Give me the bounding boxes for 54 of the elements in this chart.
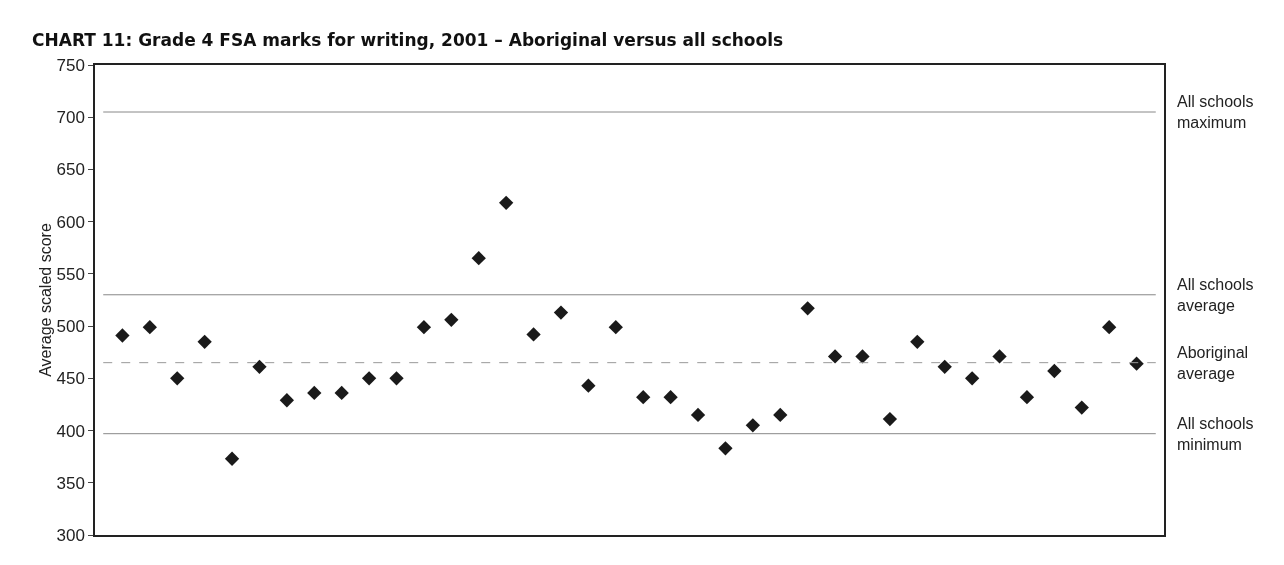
point — [307, 385, 322, 401]
point — [882, 411, 898, 427]
y-tick-label: 350 — [56, 473, 85, 493]
point — [389, 371, 404, 386]
ref-line-label: All schools minimum — [1177, 415, 1254, 453]
y-tick-label: 700 — [56, 108, 85, 128]
y-tick-label: 500 — [56, 317, 85, 337]
point — [252, 359, 267, 374]
point — [745, 418, 760, 433]
point — [581, 378, 596, 393]
point — [800, 301, 815, 316]
point — [663, 389, 678, 405]
point — [170, 371, 185, 386]
point — [444, 312, 459, 327]
y-tick-label: 550 — [56, 264, 85, 284]
point — [471, 251, 486, 266]
point — [142, 320, 157, 335]
y-tick-label: 450 — [56, 369, 85, 389]
y-tick-label: 750 — [56, 55, 85, 75]
point — [526, 327, 541, 342]
chart-title: CHART 11: Grade 4 FSA marks for writing, 2001 – Aboriginal versus all schools — [32, 29, 784, 50]
point — [827, 349, 843, 364]
point — [773, 407, 788, 423]
point — [992, 349, 1007, 364]
point — [910, 334, 925, 349]
point — [499, 195, 514, 211]
y-tick-label: 300 — [56, 525, 85, 545]
point — [855, 349, 870, 364]
y-tick-label: 650 — [56, 160, 85, 180]
point — [334, 385, 349, 401]
point — [690, 407, 706, 423]
ref-line-label: Aboriginal average — [1177, 344, 1249, 382]
point — [115, 328, 130, 343]
point — [416, 320, 432, 335]
point — [361, 371, 377, 386]
y-axis-title: Average scaled score — [37, 223, 55, 377]
ref-line-label: All schools maximum — [1177, 93, 1254, 131]
point — [279, 393, 295, 408]
y-tick-label: 400 — [56, 421, 85, 441]
point — [718, 441, 733, 456]
point — [197, 334, 212, 349]
point — [553, 305, 569, 320]
point — [1019, 389, 1035, 405]
y-tick-label: 600 — [56, 212, 85, 232]
point — [224, 451, 240, 466]
point — [1102, 320, 1117, 335]
point — [1074, 400, 1089, 415]
point — [1129, 356, 1144, 371]
point — [608, 320, 623, 335]
point — [964, 371, 980, 386]
point — [1047, 363, 1062, 379]
point — [937, 359, 952, 374]
ref-line-label: All schools average — [1177, 276, 1254, 314]
point — [636, 389, 651, 405]
